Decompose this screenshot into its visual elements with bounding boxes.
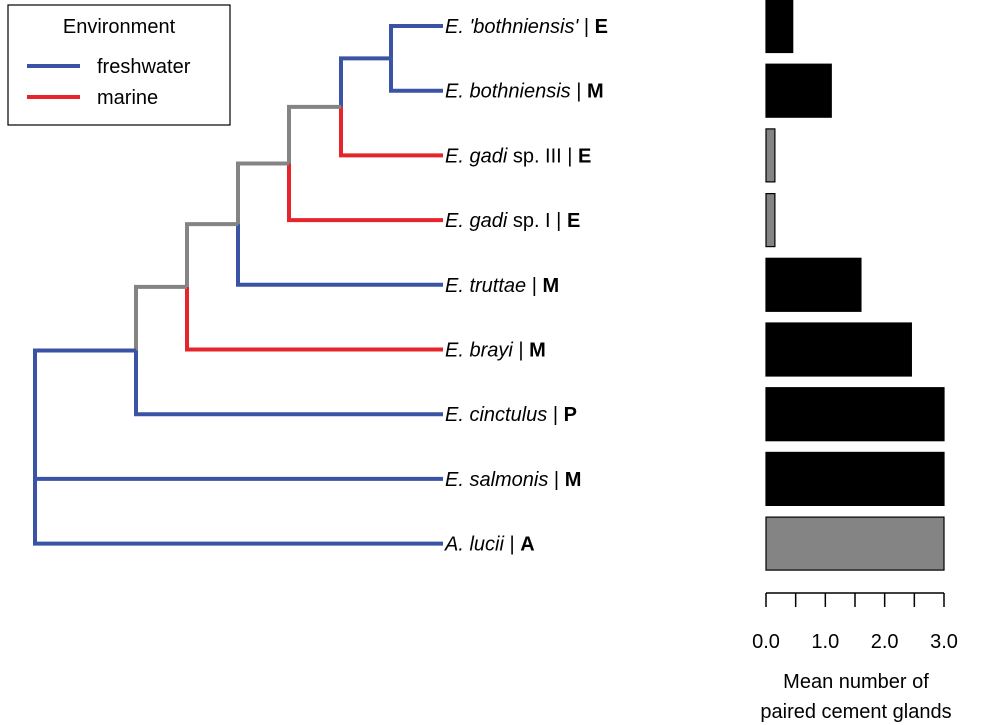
taxon-separator: | xyxy=(571,81,587,103)
branch-n2-to-t2 xyxy=(339,106,443,158)
bar xyxy=(765,128,776,183)
branch-n4-to-n3 xyxy=(236,161,289,225)
taxon-label: E. salmonis | M xyxy=(445,469,581,491)
bar xyxy=(765,257,862,312)
branch-n3-to-t3 xyxy=(287,163,443,223)
taxon-label: A. lucii | A xyxy=(444,534,535,556)
x-tick-label: 1.0 xyxy=(811,631,839,653)
bar xyxy=(765,63,832,118)
x-tick-label: 0.0 xyxy=(752,631,780,653)
taxon-separator: | xyxy=(551,210,567,232)
bar xyxy=(765,451,945,506)
taxon-name: E. gadi xyxy=(445,210,508,232)
taxon-code: M xyxy=(542,275,559,297)
branch-n5-to-t5 xyxy=(185,286,443,352)
taxon-name: A. lucii xyxy=(444,534,504,556)
branch-n6-to-n5 xyxy=(134,284,187,351)
taxon-separator: | xyxy=(526,275,542,297)
taxon-label: E. 'bothniensis' | E xyxy=(445,16,608,38)
taxon-name: E. salmonis xyxy=(445,469,548,491)
taxon-name: E. cinctulus xyxy=(445,404,547,426)
legend-label-freshwater: freshwater xyxy=(97,56,191,78)
taxon-label: E. bothniensis | M xyxy=(445,81,604,103)
taxon-label: E. brayi | M xyxy=(445,340,546,362)
taxon-separator: | xyxy=(513,340,529,362)
taxon-label: E. cinctulus | P xyxy=(445,404,577,426)
taxon-name: E. gadi xyxy=(445,145,508,167)
bar xyxy=(765,516,945,571)
branch-n6-to-t6 xyxy=(134,350,443,417)
taxon-name: E. brayi xyxy=(445,340,513,362)
branch-n1-to-t0 xyxy=(389,24,443,59)
phylogenetic-tree xyxy=(33,24,443,546)
branch-n7-to-t7 xyxy=(33,447,443,481)
bar xyxy=(765,0,794,54)
taxon-label: E. gadi sp. III | E xyxy=(445,145,591,167)
x-axis-title: Mean number of xyxy=(783,671,929,693)
taxon-separator: | xyxy=(578,16,594,38)
bar xyxy=(765,322,912,377)
taxon-separator: | xyxy=(547,404,563,426)
x-tick-label: 3.0 xyxy=(930,631,958,653)
legend-label-marine: marine xyxy=(97,87,158,109)
taxon-code: E xyxy=(595,16,608,38)
taxon-code: P xyxy=(564,404,577,426)
x-axis-title: paired cement glands xyxy=(760,701,951,723)
taxon-name: E. 'bothniensis' xyxy=(445,16,579,38)
taxon-code: E xyxy=(567,210,580,232)
taxon-code: A xyxy=(520,534,534,556)
branch-n3-to-n2 xyxy=(287,104,341,164)
taxon-name: E. bothniensis xyxy=(445,81,571,103)
x-tick-label: 2.0 xyxy=(871,631,899,653)
bar-chart xyxy=(765,0,945,571)
taxon-suffix: sp. I xyxy=(507,210,550,232)
branch-n1-to-t1 xyxy=(389,58,443,93)
branch-n5-to-n4 xyxy=(185,222,238,287)
taxon-labels: E. 'bothniensis' | EE. bothniensis | ME.… xyxy=(444,16,608,556)
taxon-label: E. truttae | M xyxy=(445,275,559,297)
taxon-separator: | xyxy=(562,145,578,167)
branch-n4-to-t4 xyxy=(236,224,443,287)
taxon-suffix: sp. III xyxy=(507,145,561,167)
taxon-code: M xyxy=(565,469,582,491)
taxon-name: E. truttae xyxy=(445,275,526,297)
taxon-code: M xyxy=(529,340,546,362)
taxon-code: E xyxy=(578,145,591,167)
branch-n2-to-n1 xyxy=(339,56,391,107)
bar xyxy=(765,387,945,442)
taxon-separator: | xyxy=(504,534,520,556)
taxon-separator: | xyxy=(548,469,564,491)
branch-n7-to-t8 xyxy=(33,447,443,546)
legend-title: Environment xyxy=(63,16,176,38)
branch-n7-to-n6 xyxy=(33,348,136,448)
legend: Environment freshwater marine xyxy=(7,4,231,126)
taxon-label: E. gadi sp. I | E xyxy=(445,210,580,232)
bar xyxy=(765,193,776,248)
taxon-code: M xyxy=(587,81,604,103)
